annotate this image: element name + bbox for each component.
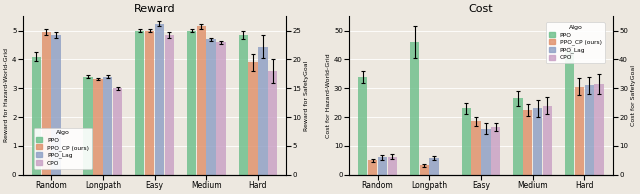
Bar: [196, 26, 206, 175]
Bar: [543, 106, 552, 175]
Bar: [513, 98, 523, 175]
Bar: [575, 87, 584, 175]
Bar: [135, 31, 145, 175]
Bar: [113, 88, 122, 175]
Bar: [216, 42, 226, 175]
Bar: [461, 108, 471, 175]
Legend: PPO, PPO_CP (ours), PPO_Lag, CPO: PPO, PPO_CP (ours), PPO_Lag, CPO: [547, 23, 605, 63]
Bar: [584, 85, 594, 175]
Bar: [145, 31, 154, 175]
Legend: PPO, PPO_CP (ours), PPO_Lag, CPO: PPO, PPO_CP (ours), PPO_Lag, CPO: [33, 128, 92, 169]
Bar: [378, 157, 387, 175]
Bar: [565, 51, 574, 175]
Bar: [491, 127, 500, 175]
Bar: [248, 62, 258, 175]
Y-axis label: Reward for SafetyGoal: Reward for SafetyGoal: [305, 60, 309, 131]
Bar: [32, 57, 41, 175]
Bar: [207, 39, 216, 175]
Bar: [472, 121, 481, 175]
Bar: [155, 23, 164, 175]
Bar: [358, 77, 367, 175]
Bar: [83, 77, 93, 175]
Y-axis label: Reward for Hazard-World-Grid: Reward for Hazard-World-Grid: [4, 48, 9, 142]
Bar: [268, 71, 277, 175]
Y-axis label: Cost for SafetyGoal: Cost for SafetyGoal: [631, 65, 636, 126]
Bar: [51, 35, 61, 175]
Title: Cost: Cost: [468, 4, 493, 14]
Bar: [93, 79, 102, 175]
Bar: [429, 158, 439, 175]
Bar: [239, 35, 248, 175]
Title: Reward: Reward: [134, 4, 175, 14]
Bar: [481, 129, 490, 175]
Bar: [595, 84, 604, 175]
Bar: [388, 157, 397, 175]
Bar: [42, 32, 51, 175]
Bar: [187, 31, 196, 175]
Bar: [164, 35, 174, 175]
Bar: [410, 42, 419, 175]
Bar: [258, 47, 268, 175]
Bar: [368, 160, 378, 175]
Bar: [420, 165, 429, 175]
Bar: [103, 77, 113, 175]
Bar: [533, 108, 542, 175]
Y-axis label: Cost for Hazard-World-Grid: Cost for Hazard-World-Grid: [326, 53, 331, 138]
Bar: [523, 110, 532, 175]
